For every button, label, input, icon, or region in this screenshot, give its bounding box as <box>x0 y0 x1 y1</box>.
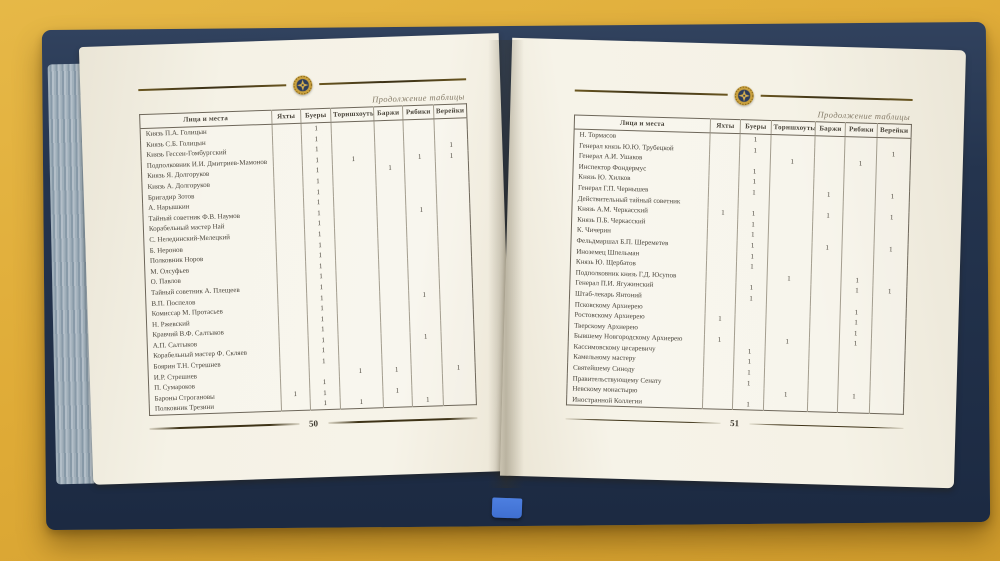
count-cell <box>702 398 733 410</box>
count-cell <box>812 231 843 243</box>
compass-medallion-icon <box>292 75 312 95</box>
count-cell <box>814 146 846 159</box>
column-header: Верейки <box>433 103 467 119</box>
count-cell: 1 <box>733 367 765 379</box>
count-cell <box>813 168 845 180</box>
footer-rule-right <box>327 417 478 424</box>
vessel-distribution-table-right: Лица и места Яхты Буеры Торншхоуты Баржи Ряби… <box>565 114 912 416</box>
count-cell <box>807 379 839 392</box>
compass-medallion-icon <box>734 85 754 105</box>
count-cell: 1 <box>737 240 768 252</box>
count-cell <box>709 132 741 145</box>
column-header: Баржи <box>815 121 846 137</box>
count-cell <box>869 402 904 415</box>
count-cell <box>809 305 841 318</box>
count-cell <box>706 228 738 241</box>
count-cell <box>736 271 767 284</box>
header-ornament-rule <box>574 80 913 111</box>
page-footer: 51 <box>565 412 904 435</box>
count-cell <box>707 218 739 230</box>
count-cell: 1 <box>739 165 770 178</box>
count-cell <box>280 399 311 412</box>
count-cell <box>702 376 734 389</box>
count-cell <box>809 337 840 349</box>
count-cell <box>811 252 843 265</box>
count-cell <box>763 399 808 413</box>
column-header: Буеры <box>740 119 772 135</box>
count-cell <box>845 136 877 149</box>
row-name: Иностранной Коллегии <box>572 395 643 406</box>
footer-rule-right <box>748 423 904 430</box>
count-cell: 1 <box>733 356 765 368</box>
header-ornament-rule <box>138 68 467 101</box>
left-page: Продолжение таблицы Лица и места Яхты Буер… <box>78 33 514 485</box>
count-cell: 1 <box>732 398 764 411</box>
column-header: Рябики <box>402 104 434 120</box>
ornament-rule-right <box>318 78 467 86</box>
count-cell <box>703 345 735 357</box>
count-cell <box>808 369 839 381</box>
count-cell: 1 <box>412 394 444 407</box>
page-number: 51 <box>729 418 740 429</box>
count-cell: 1 <box>813 189 845 201</box>
column-header: Баржи <box>373 105 404 121</box>
count-cell: 1 <box>704 334 735 346</box>
column-header: Буеры <box>300 108 331 124</box>
footer-rule-left <box>149 423 299 430</box>
ornament-rule-left <box>138 84 286 92</box>
count-cell <box>705 270 737 283</box>
footer-rule-left <box>565 418 721 424</box>
count-cell <box>738 197 770 210</box>
count-cell: 1 <box>735 282 767 294</box>
count-cell: 1 <box>339 396 384 410</box>
column-header: Яхты <box>271 109 302 125</box>
right-page: Продолжение таблицы Лица и места Яхты Буер… <box>499 37 967 489</box>
count-cell <box>732 388 764 400</box>
count-cell <box>734 324 766 337</box>
count-cell <box>807 400 839 413</box>
column-header: Рябики <box>845 122 878 138</box>
count-cell <box>704 302 736 315</box>
count-cell: 1 <box>738 208 769 220</box>
count-cell: 1 <box>737 229 769 241</box>
count-cell <box>739 155 771 167</box>
page-number: 50 <box>308 418 319 429</box>
count-cell <box>708 175 740 188</box>
count-cell: 1 <box>812 210 844 222</box>
count-cell: 1 <box>740 133 771 146</box>
vessel-distribution-table-left: Лица и места Яхты Буеры Торншхоуты Баржи Ряби… <box>139 103 477 416</box>
count-cell: 1 <box>310 398 341 411</box>
count-cell <box>812 220 844 233</box>
count-cell <box>808 348 840 360</box>
count-cell <box>708 186 739 198</box>
count-cell <box>442 393 477 406</box>
count-cell <box>814 135 846 148</box>
count-cell <box>837 401 870 414</box>
count-cell <box>705 292 736 304</box>
ornament-rule-right <box>760 94 913 101</box>
column-header: Торншхоуты <box>770 120 816 136</box>
count-cell <box>735 314 766 326</box>
count-cell <box>706 249 738 262</box>
count-cell <box>807 390 839 402</box>
bookmark-ribbon <box>491 497 523 519</box>
count-cell: 1 <box>736 250 768 263</box>
count-cell <box>706 260 737 272</box>
column-header: Яхты <box>709 118 741 134</box>
ornament-rule-left <box>574 89 728 96</box>
count-cell <box>810 295 842 307</box>
column-header: Верейки <box>876 123 912 139</box>
column-header: Торншхоуты <box>330 106 374 123</box>
count-cell <box>813 178 845 191</box>
count-cell <box>811 263 842 275</box>
count-cell <box>702 387 734 399</box>
count-cell <box>382 395 413 408</box>
page-footer: 50 <box>149 411 478 436</box>
count-cell <box>709 143 741 156</box>
